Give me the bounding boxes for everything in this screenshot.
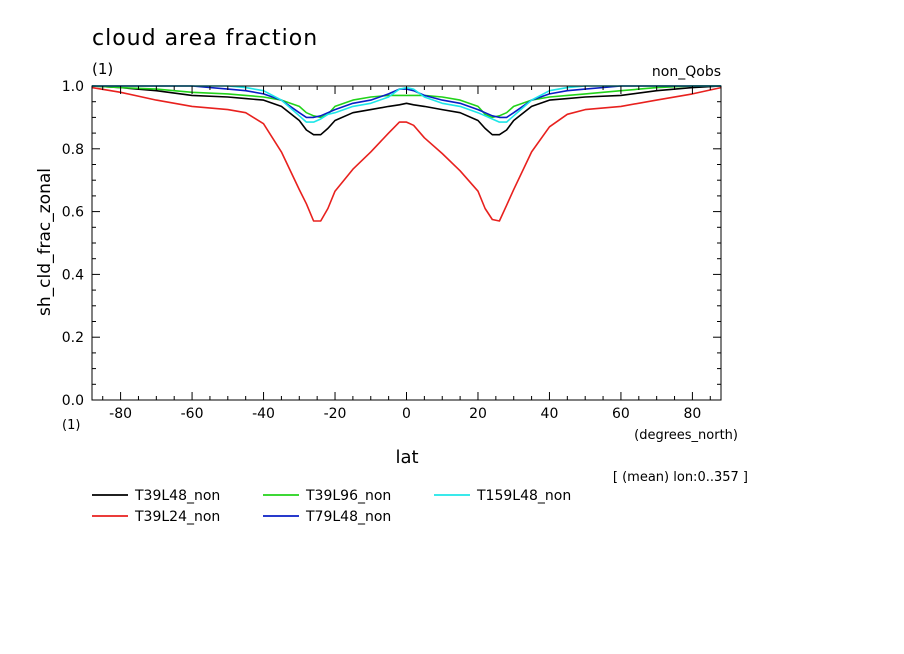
legend-label: T39L96_non xyxy=(305,488,391,504)
legend: T39L48_non T39L96_non T159L48_non T39L24_no… xyxy=(92,488,571,525)
series-line-T39L24_non xyxy=(91,86,722,222)
y-tick-label: 0.4 xyxy=(62,267,84,283)
title-units: (1) xyxy=(92,60,113,78)
y-tick-label: 1.0 xyxy=(62,79,84,95)
x-tick-label: -20 xyxy=(324,406,347,422)
x-tick-label: 20 xyxy=(469,406,487,422)
subtitle-right: non_Qobs xyxy=(652,64,721,80)
x-tick-label: 60 xyxy=(612,406,630,422)
y-tick-label: 0.6 xyxy=(62,205,84,221)
legend-label: T39L24_non xyxy=(134,509,220,525)
mean-note: [ (mean) lon:0..357 ] xyxy=(613,470,748,485)
x-tick-label: 40 xyxy=(541,406,559,422)
x-tick-label: -40 xyxy=(252,406,275,422)
y-axis-label: sh_cld_frac_zonal xyxy=(35,168,55,316)
plot-frame xyxy=(91,85,722,401)
chart-title: cloud area fraction xyxy=(92,26,318,51)
x-tick-label: 0 xyxy=(402,406,411,422)
legend-label: T159L48_non xyxy=(476,488,571,504)
legend-label: T79L48_non xyxy=(305,509,391,525)
x-tick-label: 80 xyxy=(683,406,701,422)
y-tick-label: 0.8 xyxy=(62,142,84,158)
series-layer xyxy=(91,85,722,222)
series-line-T39L48_non xyxy=(91,85,722,136)
x-tick-label: -80 xyxy=(109,406,132,422)
x-tick-label: -60 xyxy=(181,406,204,422)
legend-label: T39L48_non xyxy=(134,488,220,504)
y-units-label: (1) xyxy=(62,418,80,433)
series-line-T39L96_non xyxy=(91,85,721,119)
x-units-label: (degrees_north) xyxy=(634,428,738,443)
ticks-layer: -80 -60 -40 -20 0 20 40 60 80 0.0 0.2 0.4 0.6 0.8 1.0 xyxy=(62,79,721,422)
y-tick-label: 0.2 xyxy=(62,330,84,346)
x-axis-label: lat xyxy=(395,447,418,468)
y-tick-label: 0.0 xyxy=(62,393,84,409)
